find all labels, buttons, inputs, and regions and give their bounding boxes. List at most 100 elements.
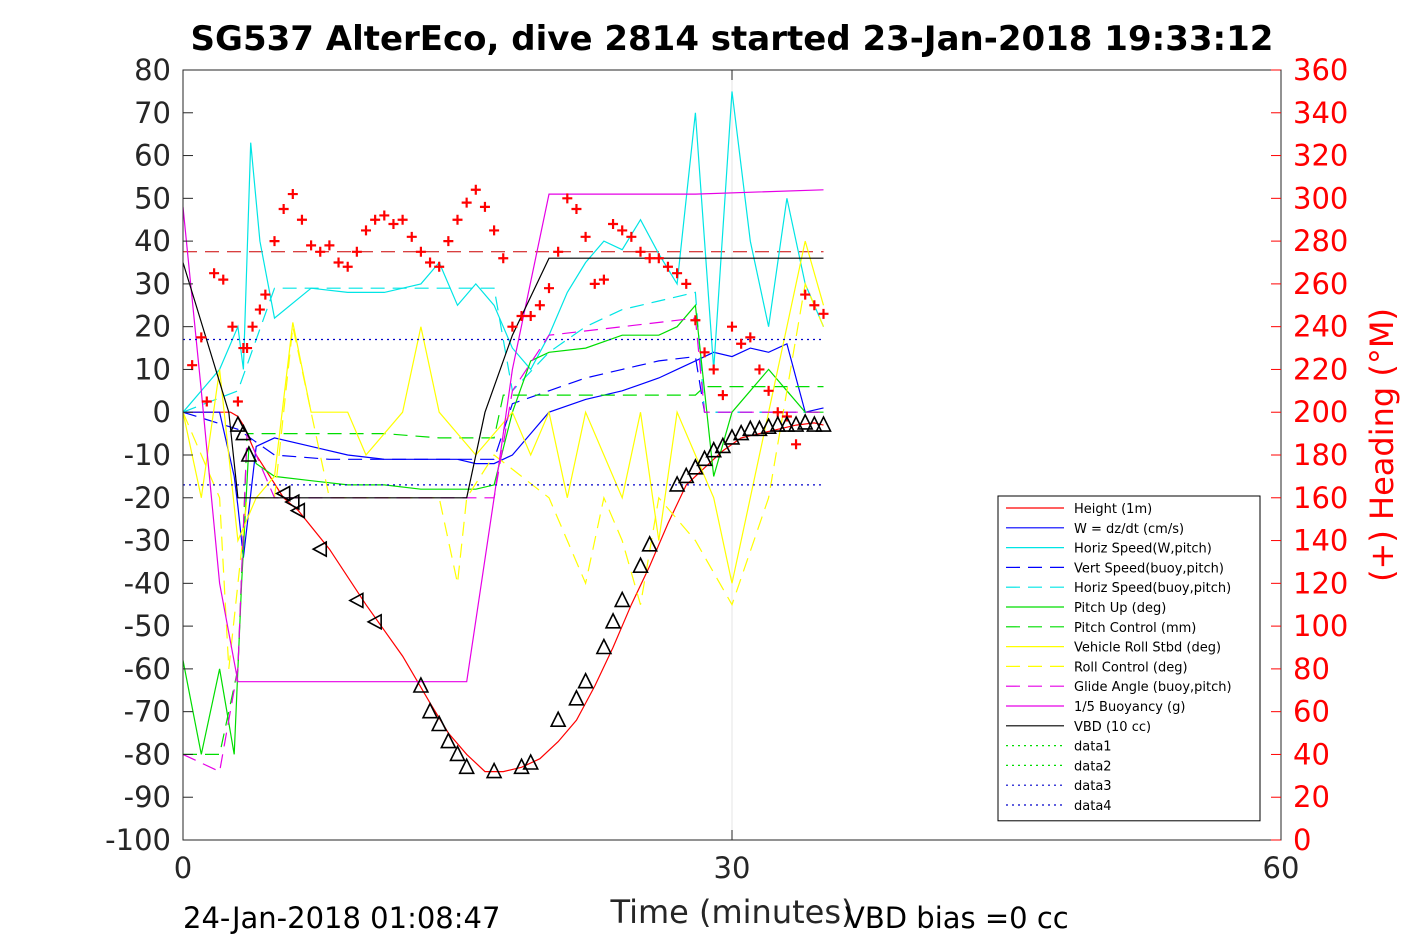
series-line-7 bbox=[183, 240, 825, 584]
heading-marker bbox=[296, 214, 307, 225]
profile-marker bbox=[751, 419, 768, 437]
heading-marker bbox=[315, 246, 326, 257]
series-layer bbox=[183, 91, 825, 773]
y2-tick-label: 100 bbox=[1293, 609, 1348, 643]
heading-marker bbox=[681, 278, 692, 289]
profile-marker bbox=[568, 689, 585, 706]
heading-marker bbox=[736, 338, 747, 349]
series-line-4 bbox=[183, 287, 824, 413]
y-tick-label: -30 bbox=[124, 524, 171, 558]
heading-marker bbox=[269, 236, 280, 247]
profile-marker bbox=[348, 592, 364, 609]
heading-marker bbox=[196, 332, 207, 343]
y-tick-label: -10 bbox=[124, 438, 171, 472]
y-tick-label: -20 bbox=[124, 481, 171, 515]
profile-marker bbox=[449, 744, 466, 762]
heading-marker bbox=[800, 289, 811, 300]
y2-tick-label: 0 bbox=[1293, 823, 1311, 857]
heading-marker bbox=[690, 315, 701, 326]
y-tick-label: -50 bbox=[124, 609, 171, 643]
heading-marker bbox=[644, 253, 655, 264]
heading-marker bbox=[662, 261, 673, 272]
heading-marker bbox=[562, 193, 573, 204]
heading-marker bbox=[247, 321, 258, 332]
profile-marker bbox=[742, 419, 759, 437]
heading-marker bbox=[598, 274, 609, 285]
heading-marker bbox=[397, 214, 408, 225]
heading-marker bbox=[388, 219, 399, 229]
y2-tick-label: 220 bbox=[1293, 352, 1348, 386]
profile-marker bbox=[714, 436, 732, 454]
profile-marker bbox=[229, 415, 247, 432]
heading-marker bbox=[260, 289, 271, 300]
legend-label: Pitch Up (deg) bbox=[1074, 601, 1166, 616]
legend-label: Height (1m) bbox=[1074, 502, 1152, 517]
y-axis-left: 80 70 60 50 40 30 20 10 0 -10 -20 -30 -40 -50 -60 -70 -8… bbox=[105, 53, 193, 857]
heading-marker bbox=[443, 236, 454, 247]
legend-label: Horiz Speed(buoy,pitch) bbox=[1074, 581, 1231, 596]
heading-marker bbox=[242, 343, 253, 354]
heading-marker bbox=[745, 332, 756, 343]
heading-marker bbox=[415, 246, 426, 257]
y-tick-label: -100 bbox=[105, 823, 171, 857]
profile-marker bbox=[522, 753, 539, 770]
y-tick-label: 40 bbox=[134, 224, 171, 258]
profile-marker bbox=[677, 466, 695, 484]
heading-marker bbox=[754, 364, 765, 375]
heading-marker bbox=[498, 253, 509, 264]
profile-marker bbox=[430, 714, 448, 732]
heading-marker bbox=[278, 204, 289, 215]
y2-tick-label: 320 bbox=[1293, 139, 1348, 173]
profile-marker bbox=[787, 415, 805, 432]
heading-marker bbox=[818, 308, 829, 319]
heading-marker bbox=[461, 197, 472, 208]
legend-label: data3 bbox=[1074, 779, 1112, 794]
y2-tick-label: 20 bbox=[1293, 780, 1330, 814]
legend-label: Vehicle Roll Stbd (deg) bbox=[1074, 641, 1221, 656]
profile-marker bbox=[311, 540, 328, 558]
heading-marker bbox=[342, 261, 353, 272]
profile-marker bbox=[235, 423, 252, 441]
profile-marker bbox=[668, 475, 686, 492]
legend-label: VBD (10 cc) bbox=[1074, 720, 1151, 735]
profile-marker bbox=[240, 445, 258, 462]
profile-marker bbox=[458, 757, 475, 775]
profile-marker bbox=[485, 761, 503, 779]
profile-marker bbox=[778, 415, 796, 432]
heading-marker bbox=[232, 396, 243, 407]
y2-tick-label: 60 bbox=[1293, 695, 1330, 729]
series-line-10 bbox=[183, 189, 824, 683]
profile-marker bbox=[440, 731, 457, 749]
heading-marker bbox=[717, 390, 728, 401]
profile-marker bbox=[284, 493, 300, 511]
y-tick-label: 80 bbox=[134, 53, 171, 87]
y2-tick-label: 300 bbox=[1293, 181, 1348, 215]
heading-marker bbox=[489, 225, 500, 236]
heading-marker bbox=[763, 385, 774, 396]
legend-label: Roll Control (deg) bbox=[1074, 660, 1188, 675]
vbd-bias-label: VBD bias =0 cc bbox=[845, 901, 1069, 935]
legend-label: data1 bbox=[1074, 740, 1112, 755]
y-tick-label: -90 bbox=[124, 780, 171, 814]
heading-marker bbox=[254, 304, 265, 315]
heading-marker bbox=[425, 257, 436, 268]
heading-marker bbox=[699, 347, 710, 358]
heading-marker bbox=[617, 225, 628, 236]
heading-marker bbox=[470, 184, 481, 195]
y-tick-label: 20 bbox=[134, 310, 171, 344]
profile-marker bbox=[641, 535, 658, 552]
heading-marker bbox=[452, 214, 463, 225]
y-tick-label: -60 bbox=[124, 652, 171, 686]
series-line-1 bbox=[183, 342, 824, 558]
y2-tick-label: 360 bbox=[1293, 53, 1348, 87]
y-tick-label: -40 bbox=[124, 566, 171, 600]
heading-marker bbox=[379, 210, 390, 221]
heading-marker bbox=[525, 310, 536, 321]
series-line-9 bbox=[183, 317, 824, 773]
heading-marker bbox=[608, 219, 619, 229]
heading-marker bbox=[370, 214, 381, 225]
y2-tick-label: 160 bbox=[1293, 481, 1348, 515]
heading-marker bbox=[589, 278, 600, 289]
y2-tick-label: 140 bbox=[1293, 524, 1348, 558]
legend: Height (1m) W = dz/dt (cm/s) Horiz Speed(W… bbox=[997, 495, 1261, 822]
